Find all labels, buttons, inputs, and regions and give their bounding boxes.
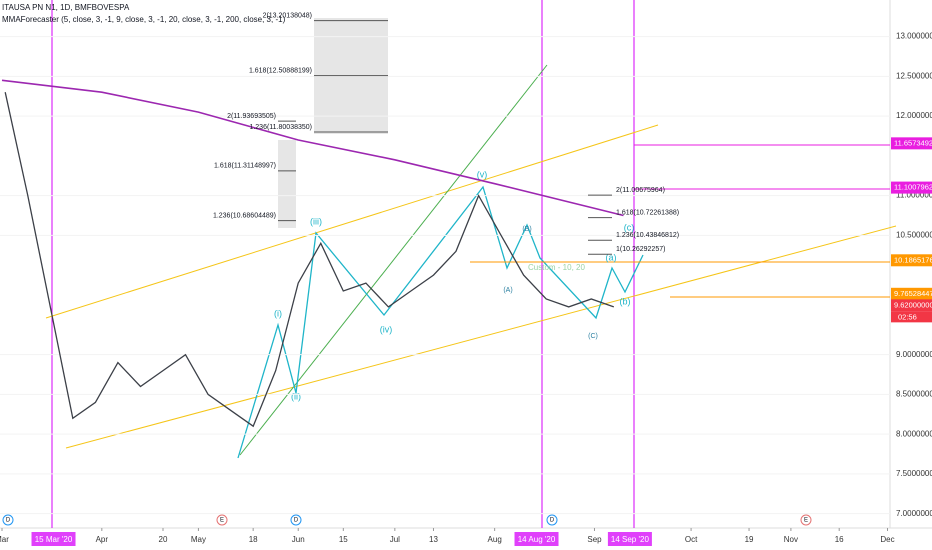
- x-tick-label: 13: [429, 535, 438, 544]
- event-marker: [800, 514, 812, 526]
- x-tick-label: Jul: [390, 535, 400, 544]
- y-tick-label: 12.50000000: [896, 71, 932, 80]
- price-tag-label: 10.18651761: [894, 255, 932, 264]
- y-tick-label: 8.00000000: [896, 429, 932, 438]
- wave-label: (A): [503, 287, 512, 294]
- y-tick-label: 8.50000000: [896, 390, 932, 399]
- y-tick-label: 9.00000000: [896, 350, 932, 359]
- time-tag: [514, 532, 559, 546]
- x-tick-label: Oct: [685, 535, 698, 544]
- price-tag-label: 11.65734920: [894, 138, 932, 147]
- y-tick-label: 7.50000000: [896, 469, 932, 478]
- trend-line: [239, 64, 548, 456]
- x-tick-label: 15: [339, 535, 348, 544]
- price-line: [4, 92, 615, 428]
- fib-label: 2(11.93693505): [227, 113, 276, 120]
- wave-label: (c): [624, 222, 635, 232]
- price-tag: [891, 181, 932, 194]
- price-tag-label: 11.10079623: [894, 183, 932, 192]
- price-tag: [891, 299, 932, 312]
- fib-label: 1.236(11.80038350): [249, 124, 312, 131]
- event-marker: [546, 514, 558, 526]
- wave-label: (B): [522, 226, 531, 233]
- wave-label: (ii): [291, 391, 301, 401]
- event-marker: [216, 514, 228, 526]
- channel-line: [45, 124, 659, 319]
- y-tick-label: 11.00000000: [896, 191, 932, 200]
- fib-zone: [278, 140, 296, 228]
- wave-label: (C): [588, 333, 598, 340]
- x-tick-label: Sep: [587, 535, 602, 544]
- wave-label: (iii): [310, 216, 322, 226]
- x-tick-label: 20: [159, 535, 168, 544]
- moving-average-line: [1, 79, 624, 217]
- x-tick-label: Nov: [784, 535, 798, 544]
- wave-label: (v): [477, 169, 488, 179]
- x-tick-label: Aug: [488, 535, 502, 544]
- y-tick-label: 10.50000000: [896, 230, 932, 239]
- wave-label: (iv): [380, 324, 393, 334]
- fib-label: 2(13.20138048): [263, 12, 312, 19]
- event-label: D: [294, 518, 299, 524]
- price-tag-label: 9.76528447: [894, 289, 932, 298]
- price-tag: [891, 287, 932, 300]
- event-marker: [290, 514, 302, 526]
- fib-label: 2(11.00675964): [616, 187, 665, 194]
- fib-label: 1.236(10.43846812): [616, 232, 679, 239]
- fib-label: 1.618(10.72261388): [616, 210, 679, 217]
- fib-label: 1(10.26292257): [616, 246, 665, 253]
- event-label: D: [550, 518, 555, 524]
- y-tick-label: 12.00000000: [896, 111, 932, 120]
- event-label: E: [804, 518, 808, 524]
- time-tag: [607, 532, 652, 546]
- custom-label: Custom - 10, 20: [528, 263, 585, 272]
- time-tag: [31, 532, 76, 546]
- wave-label: (b): [620, 296, 631, 306]
- fib-label: 1.618(11.31148997): [214, 163, 276, 170]
- time-tag-label: 15 Mar '20: [35, 535, 73, 544]
- price-tag-label: 9.62000000: [894, 300, 932, 309]
- countdown-label: 02:56: [898, 312, 917, 321]
- x-tick-label: Dec: [880, 535, 894, 544]
- event-label: E: [220, 518, 224, 524]
- x-tick-label: Jun: [292, 535, 305, 544]
- wave-label: (i): [274, 308, 282, 318]
- event-label: D: [6, 518, 11, 524]
- time-tag-label: 14 Sep '20: [611, 535, 650, 544]
- event-marker: [2, 514, 14, 526]
- channel-line: [65, 225, 897, 449]
- x-tick-label: May: [191, 535, 206, 544]
- x-tick-label: 18: [249, 535, 258, 544]
- price-tag: [891, 254, 932, 267]
- fib-label: 1.236(10.68604489): [213, 212, 276, 219]
- wave-path: [237, 185, 644, 459]
- time-tag-label: 14 Aug '20: [518, 535, 556, 544]
- fib-label: 1.618(12.50888199): [249, 67, 312, 74]
- countdown-tag: [891, 311, 932, 323]
- x-tick-label: Mar: [0, 535, 9, 544]
- wave-label: (a): [606, 252, 617, 262]
- chart-title: ITAUSA PN N1, 1D, BMFBOVESPA: [2, 3, 130, 12]
- y-tick-label: 7.00000000: [896, 509, 932, 518]
- x-tick-label: 16: [835, 535, 844, 544]
- y-tick-label: 13.00000000: [896, 32, 932, 41]
- x-tick-label: 19: [745, 535, 754, 544]
- indicator-label: MMAForecaster (5, close, 3, -1, 9, close…: [2, 15, 286, 24]
- price-tag: [891, 137, 932, 150]
- event-markers: D E D D E: [2, 514, 812, 526]
- x-tick-label: Apr: [96, 535, 109, 544]
